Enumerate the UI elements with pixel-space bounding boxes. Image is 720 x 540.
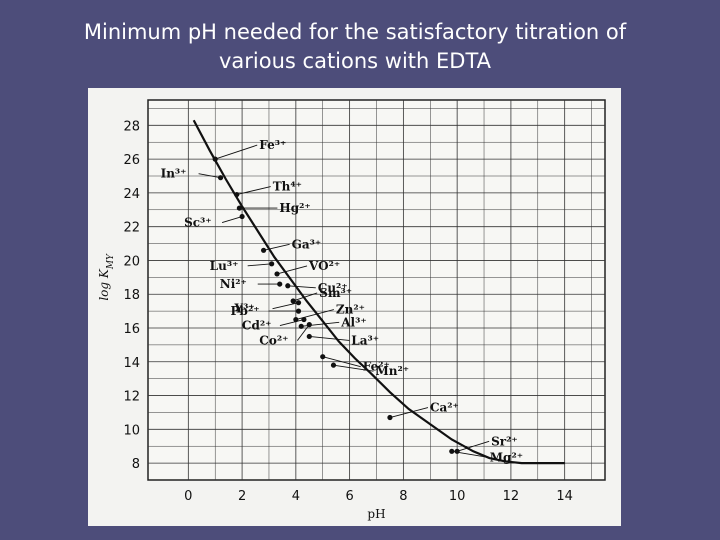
y-axis-label: log KMY <box>97 253 116 301</box>
annotation-point <box>306 333 312 340</box>
annotation-label: In³⁺ <box>161 167 187 181</box>
x-tick-label: 8 <box>399 489 407 504</box>
annotation-label: Al³⁺ <box>340 315 366 329</box>
annotation-label: Fe³⁺ <box>259 138 286 152</box>
annotation-point <box>330 362 337 368</box>
annotation-label: Y³⁺ <box>234 302 255 316</box>
annotation-leader <box>247 263 272 267</box>
annotation-label: Th⁴⁺ <box>273 180 302 194</box>
annotation-label: Sc³⁺ <box>184 216 212 230</box>
annotation-label: Cu²⁺ <box>318 281 348 295</box>
y-tick-label: 26 <box>123 153 140 168</box>
annotation-leader <box>389 407 429 418</box>
annotation-leader <box>333 364 374 372</box>
annotation-leader <box>322 356 361 368</box>
x-tick-label: 2 <box>238 489 246 504</box>
annotation-leader <box>279 319 305 326</box>
x-tick-label: 4 <box>292 489 300 504</box>
annotation-leader <box>215 144 258 160</box>
annotation-label: Sr²⁺ <box>491 434 518 448</box>
y-tick-label: 8 <box>132 457 140 472</box>
annotation-leader <box>309 335 350 341</box>
annotation-label: Mg²⁺ <box>490 450 523 464</box>
y-tick-label: 14 <box>123 356 140 371</box>
annotation-leader <box>293 292 318 302</box>
y-tick-label: 20 <box>123 254 140 269</box>
y-axis-label-subscript: MY <box>106 253 116 270</box>
annotation-leader <box>198 173 221 179</box>
annotation-leader <box>236 186 271 196</box>
chart-scan-image: 0 2 4 6 8 10 12 14 8 10 12 14 16 18 20 22 24 26 28 pH log KM… <box>88 88 621 526</box>
annotation-label: Ca²⁺ <box>430 401 459 415</box>
x-tick-label: 6 <box>345 489 353 504</box>
annotation-point <box>212 156 218 162</box>
x-tick-label: 12 <box>503 489 520 504</box>
annotation-label: Ni²⁺ <box>220 277 247 291</box>
annotation-leader <box>263 243 290 251</box>
annotation-label: Pb²⁺ <box>231 304 260 318</box>
annotation-label: VO²⁺ <box>308 259 340 273</box>
slide-title: Minimum pH needed for the satisfactory t… <box>0 18 710 76</box>
x-tick-label: 10 <box>449 489 466 504</box>
annotation-point <box>298 323 304 329</box>
x-axis-label: pH <box>367 507 385 521</box>
annotation-leader <box>457 440 490 452</box>
y-tick-label: 10 <box>123 423 140 438</box>
annotation-point <box>285 283 291 289</box>
title-line-2: various cations with EDTA <box>218 49 492 73</box>
y-tick-label: 16 <box>123 322 140 337</box>
annotation-label: Sm³⁺ <box>319 286 352 300</box>
annotation-point <box>274 271 280 277</box>
annotation-label: Cd²⁺ <box>242 319 272 333</box>
annotation-label: Hg²⁺ <box>279 201 310 215</box>
annotation-point <box>320 354 326 360</box>
annotation-leader <box>451 450 488 458</box>
annotation-leader <box>221 216 243 223</box>
annotation-leader <box>296 324 310 341</box>
y-tick-label: 22 <box>123 221 140 236</box>
annotation-label: Zn²⁺ <box>336 303 365 317</box>
annotation-leader <box>287 285 316 289</box>
annotation-label: Lu³⁺ <box>210 259 239 273</box>
title-line-1: Minimum pH needed for the satisfactory t… <box>83 20 627 44</box>
y-tick-label: 24 <box>123 187 140 202</box>
annotation-label: Co²⁺ <box>259 334 288 348</box>
annotation-leader <box>276 265 308 275</box>
annotation-label: Ga³⁺ <box>292 237 322 251</box>
y-tick-label: 12 <box>123 390 140 405</box>
y-tick-label: 28 <box>123 119 140 134</box>
annotation-point <box>260 247 267 253</box>
annotation-label: Mn²⁺ <box>375 364 409 378</box>
titration-curve <box>192 119 565 465</box>
x-tick-label: 14 <box>556 489 573 504</box>
y-tick-label: 18 <box>123 288 140 303</box>
annotation-label: La³⁺ <box>351 333 379 347</box>
annotation-leader <box>272 302 299 310</box>
x-tick-label: 0 <box>184 489 192 504</box>
grid <box>148 100 605 480</box>
